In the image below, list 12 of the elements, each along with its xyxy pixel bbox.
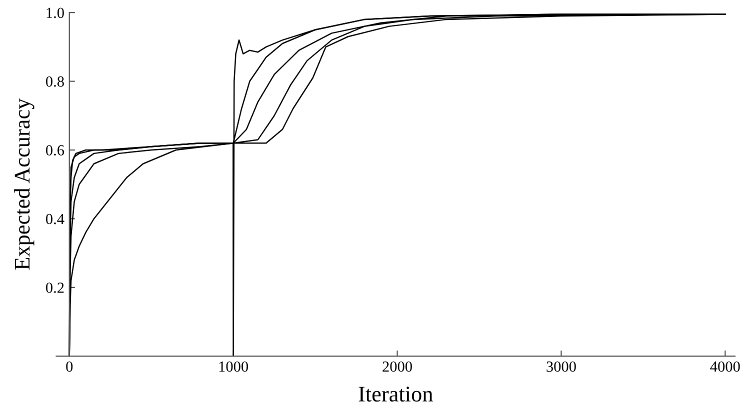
y-tick-label: 0.4 [46,214,64,224]
x-tick-label: 1000 [219,361,248,372]
x-axis-title: Iteration [358,386,433,402]
x-tick-label: 4000 [710,361,740,372]
y-tick-label: 0.6 [46,145,64,156]
x-tick-label: 2000 [382,361,412,372]
y-axis-title: Expected Accuracy [14,98,34,270]
x-tick-label: 3000 [546,361,576,372]
y-tick-label: 0.2 [46,282,64,293]
y-tick-label: 1.0 [46,8,64,18]
x-tick-label: 0 [66,361,73,372]
y-tick-label: 0.8 [46,76,64,87]
